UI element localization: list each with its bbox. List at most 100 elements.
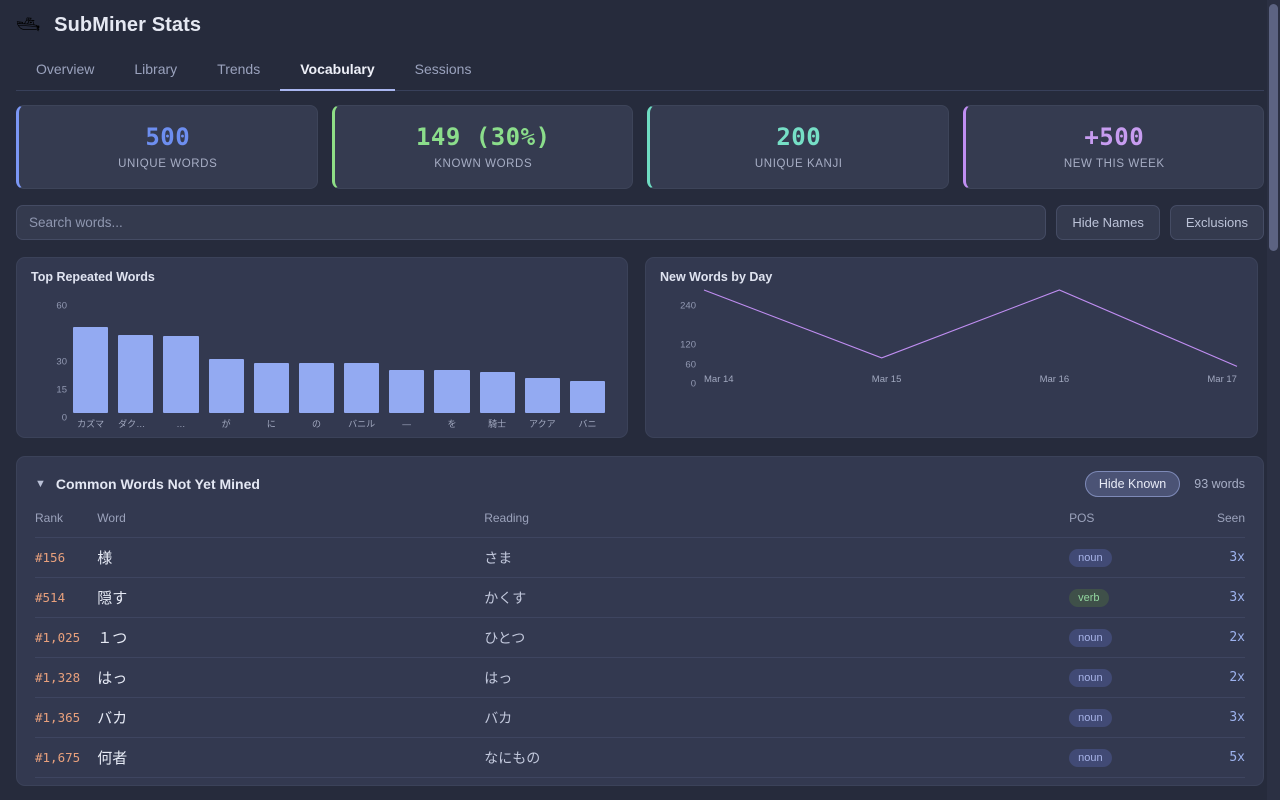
- line-chart-yaxis: 240 120 60 0: [660, 290, 696, 430]
- bar[interactable]: [298, 362, 335, 413]
- cell-reading: ひとつ: [484, 629, 526, 646]
- bar-column[interactable]: を: [434, 290, 470, 430]
- bar-label: ダクネス: [118, 419, 154, 429]
- bar-column[interactable]: バニ: [569, 290, 606, 430]
- stat-card-new-this-week: +500 NEW THIS WEEK: [962, 105, 1264, 189]
- bar-column[interactable]: が: [208, 290, 244, 430]
- table-row[interactable]: #1,679苦しむくるしむverb4x: [35, 777, 1245, 786]
- column-header-seen[interactable]: Seen: [1216, 511, 1245, 525]
- words-table: Rank Word Reading POS Seen #156 様 さま noun 3x…: [35, 511, 1245, 786]
- cell-pos: noun: [1069, 738, 1169, 778]
- tab-library[interactable]: Library: [134, 61, 178, 77]
- cell-seen: 4x: [1170, 778, 1245, 786]
- bar-column[interactable]: に: [253, 290, 289, 430]
- bar-column[interactable]: バニル: [344, 290, 380, 430]
- pos-badge: noun: [1069, 629, 1112, 647]
- bar[interactable]: [389, 370, 425, 413]
- new-words-by-day-panel: New Words by Day 240 120 60 0 Mar 14 Mar 15 M…: [645, 257, 1258, 438]
- table-row[interactable]: #1,025 １つ ひとつ noun 2x: [35, 617, 1245, 658]
- column-header-rank[interactable]: Rank: [35, 511, 64, 525]
- bar-column[interactable]: 騎士: [479, 290, 515, 430]
- hide-names-button[interactable]: Hide Names: [1056, 205, 1160, 240]
- search-input[interactable]: [16, 205, 1047, 240]
- section-title-label: Common Words Not Yet Mined: [55, 476, 260, 492]
- pos-badge: noun: [1069, 549, 1112, 567]
- bar[interactable]: [569, 381, 606, 413]
- exclusions-button[interactable]: Exclusions: [1169, 205, 1264, 240]
- table-row[interactable]: #1,328 はっ はっ noun 2x: [35, 657, 1245, 698]
- cell-reading: はっ: [484, 669, 513, 686]
- pos-badge: noun: [1069, 749, 1112, 767]
- table-row[interactable]: #156 様 さま noun 3x: [35, 537, 1245, 578]
- cell-seen: 3x: [1229, 550, 1245, 565]
- table-row[interactable]: #1,365 バカ バカ noun 3x: [35, 697, 1245, 738]
- bar[interactable]: [479, 371, 515, 413]
- stat-value: 200: [776, 123, 822, 151]
- bar[interactable]: [344, 362, 380, 413]
- column-header-word[interactable]: Word: [97, 511, 126, 525]
- bar[interactable]: [253, 362, 289, 413]
- page-scrollbar[interactable]: [1267, 0, 1280, 800]
- tab-vocabulary[interactable]: Vocabulary: [280, 53, 396, 91]
- bar[interactable]: [73, 327, 109, 413]
- column-header-reading[interactable]: Reading: [484, 511, 529, 525]
- cell-pos: verb: [1069, 578, 1169, 618]
- pos-badge: verb: [1069, 589, 1109, 607]
- pos-badge: noun: [1069, 709, 1112, 727]
- bar[interactable]: [163, 336, 199, 413]
- bar-column[interactable]: ダクネス: [118, 290, 154, 430]
- bar-label: を: [447, 419, 457, 429]
- stat-value: +500: [1084, 123, 1145, 151]
- table-row[interactable]: #1,675 何者 なにもの noun 5x: [35, 737, 1245, 778]
- bar-column[interactable]: —: [389, 290, 425, 430]
- hide-known-button[interactable]: Hide Known: [1084, 471, 1181, 497]
- charts-row: Top Repeated Words 60 30 15 0 カズマ ダクネス … が に の バニ…: [16, 257, 1264, 438]
- caret-down-icon: ▼: [35, 477, 46, 490]
- stat-cards-row: 500 UNIQUE WORDS 149 (30%) KNOWN WORDS 2…: [16, 105, 1264, 189]
- bar-label: バニル: [348, 419, 376, 429]
- cell-seen: 3x: [1229, 590, 1245, 605]
- stat-label: NEW THIS WEEK: [1063, 158, 1165, 171]
- bar-chart: 60 30 15 0 カズマ ダクネス … が に の バニル — を 騎士 アクア バニ: [31, 290, 613, 430]
- tab-trends[interactable]: Trends: [217, 61, 261, 77]
- stat-label: UNIQUE WORDS: [118, 158, 218, 171]
- cell-pos: noun: [1069, 538, 1169, 578]
- bar[interactable]: [524, 377, 560, 413]
- common-words-panel: ▼ Common Words Not Yet Mined Hide Known …: [16, 456, 1264, 786]
- column-header-pos[interactable]: POS: [1069, 511, 1095, 525]
- tab-overview[interactable]: Overview: [36, 61, 95, 77]
- cell-pos: noun: [1069, 698, 1169, 738]
- stat-card-unique-kanji: 200 UNIQUE KANJI: [647, 105, 949, 189]
- line-chart-xticks: Mar 14 Mar 15 Mar 16 Mar 17: [704, 374, 1237, 385]
- bar-column[interactable]: の: [298, 290, 335, 430]
- y-tick-label: 240: [680, 300, 696, 312]
- page-scrollbar-thumb[interactable]: [1269, 4, 1278, 251]
- section-toggle[interactable]: ▼ Common Words Not Yet Mined: [35, 476, 260, 492]
- cell-word: 何者: [97, 750, 128, 767]
- bar-column[interactable]: カズマ: [73, 290, 109, 430]
- bar[interactable]: [434, 370, 470, 413]
- x-tick-label: Mar 14: [704, 374, 734, 385]
- tab-sessions[interactable]: Sessions: [414, 61, 472, 77]
- bar-column[interactable]: …: [163, 290, 199, 430]
- chart-title-line: New Words by Day: [660, 270, 773, 284]
- bar[interactable]: [208, 358, 244, 413]
- x-tick-label: Mar 15: [871, 374, 902, 385]
- bar-column[interactable]: アクア: [524, 290, 560, 430]
- words-table-head: Rank Word Reading POS Seen: [35, 511, 1245, 538]
- cell-pos: verb: [1069, 778, 1169, 786]
- cell-reading: くるしむ: [484, 778, 1069, 786]
- table-row[interactable]: #514 隠す かくす verb 3x: [35, 577, 1245, 618]
- stat-label: UNIQUE KANJI: [754, 158, 843, 171]
- y-tick-label: 0: [690, 378, 696, 390]
- cell-seen: 5x: [1229, 750, 1245, 765]
- cell-rank: #1,328: [35, 670, 81, 685]
- bar-label: —: [402, 419, 412, 429]
- bar-label: 騎士: [488, 419, 507, 429]
- line-series-svg: [704, 290, 1237, 368]
- line-chart: 240 120 60 0 Mar 14 Mar 15 Mar 16 Mar 17: [660, 290, 1243, 430]
- bar[interactable]: [118, 334, 154, 413]
- cell-seen: 3x: [1229, 710, 1245, 725]
- stat-value: 149 (30%): [415, 123, 551, 151]
